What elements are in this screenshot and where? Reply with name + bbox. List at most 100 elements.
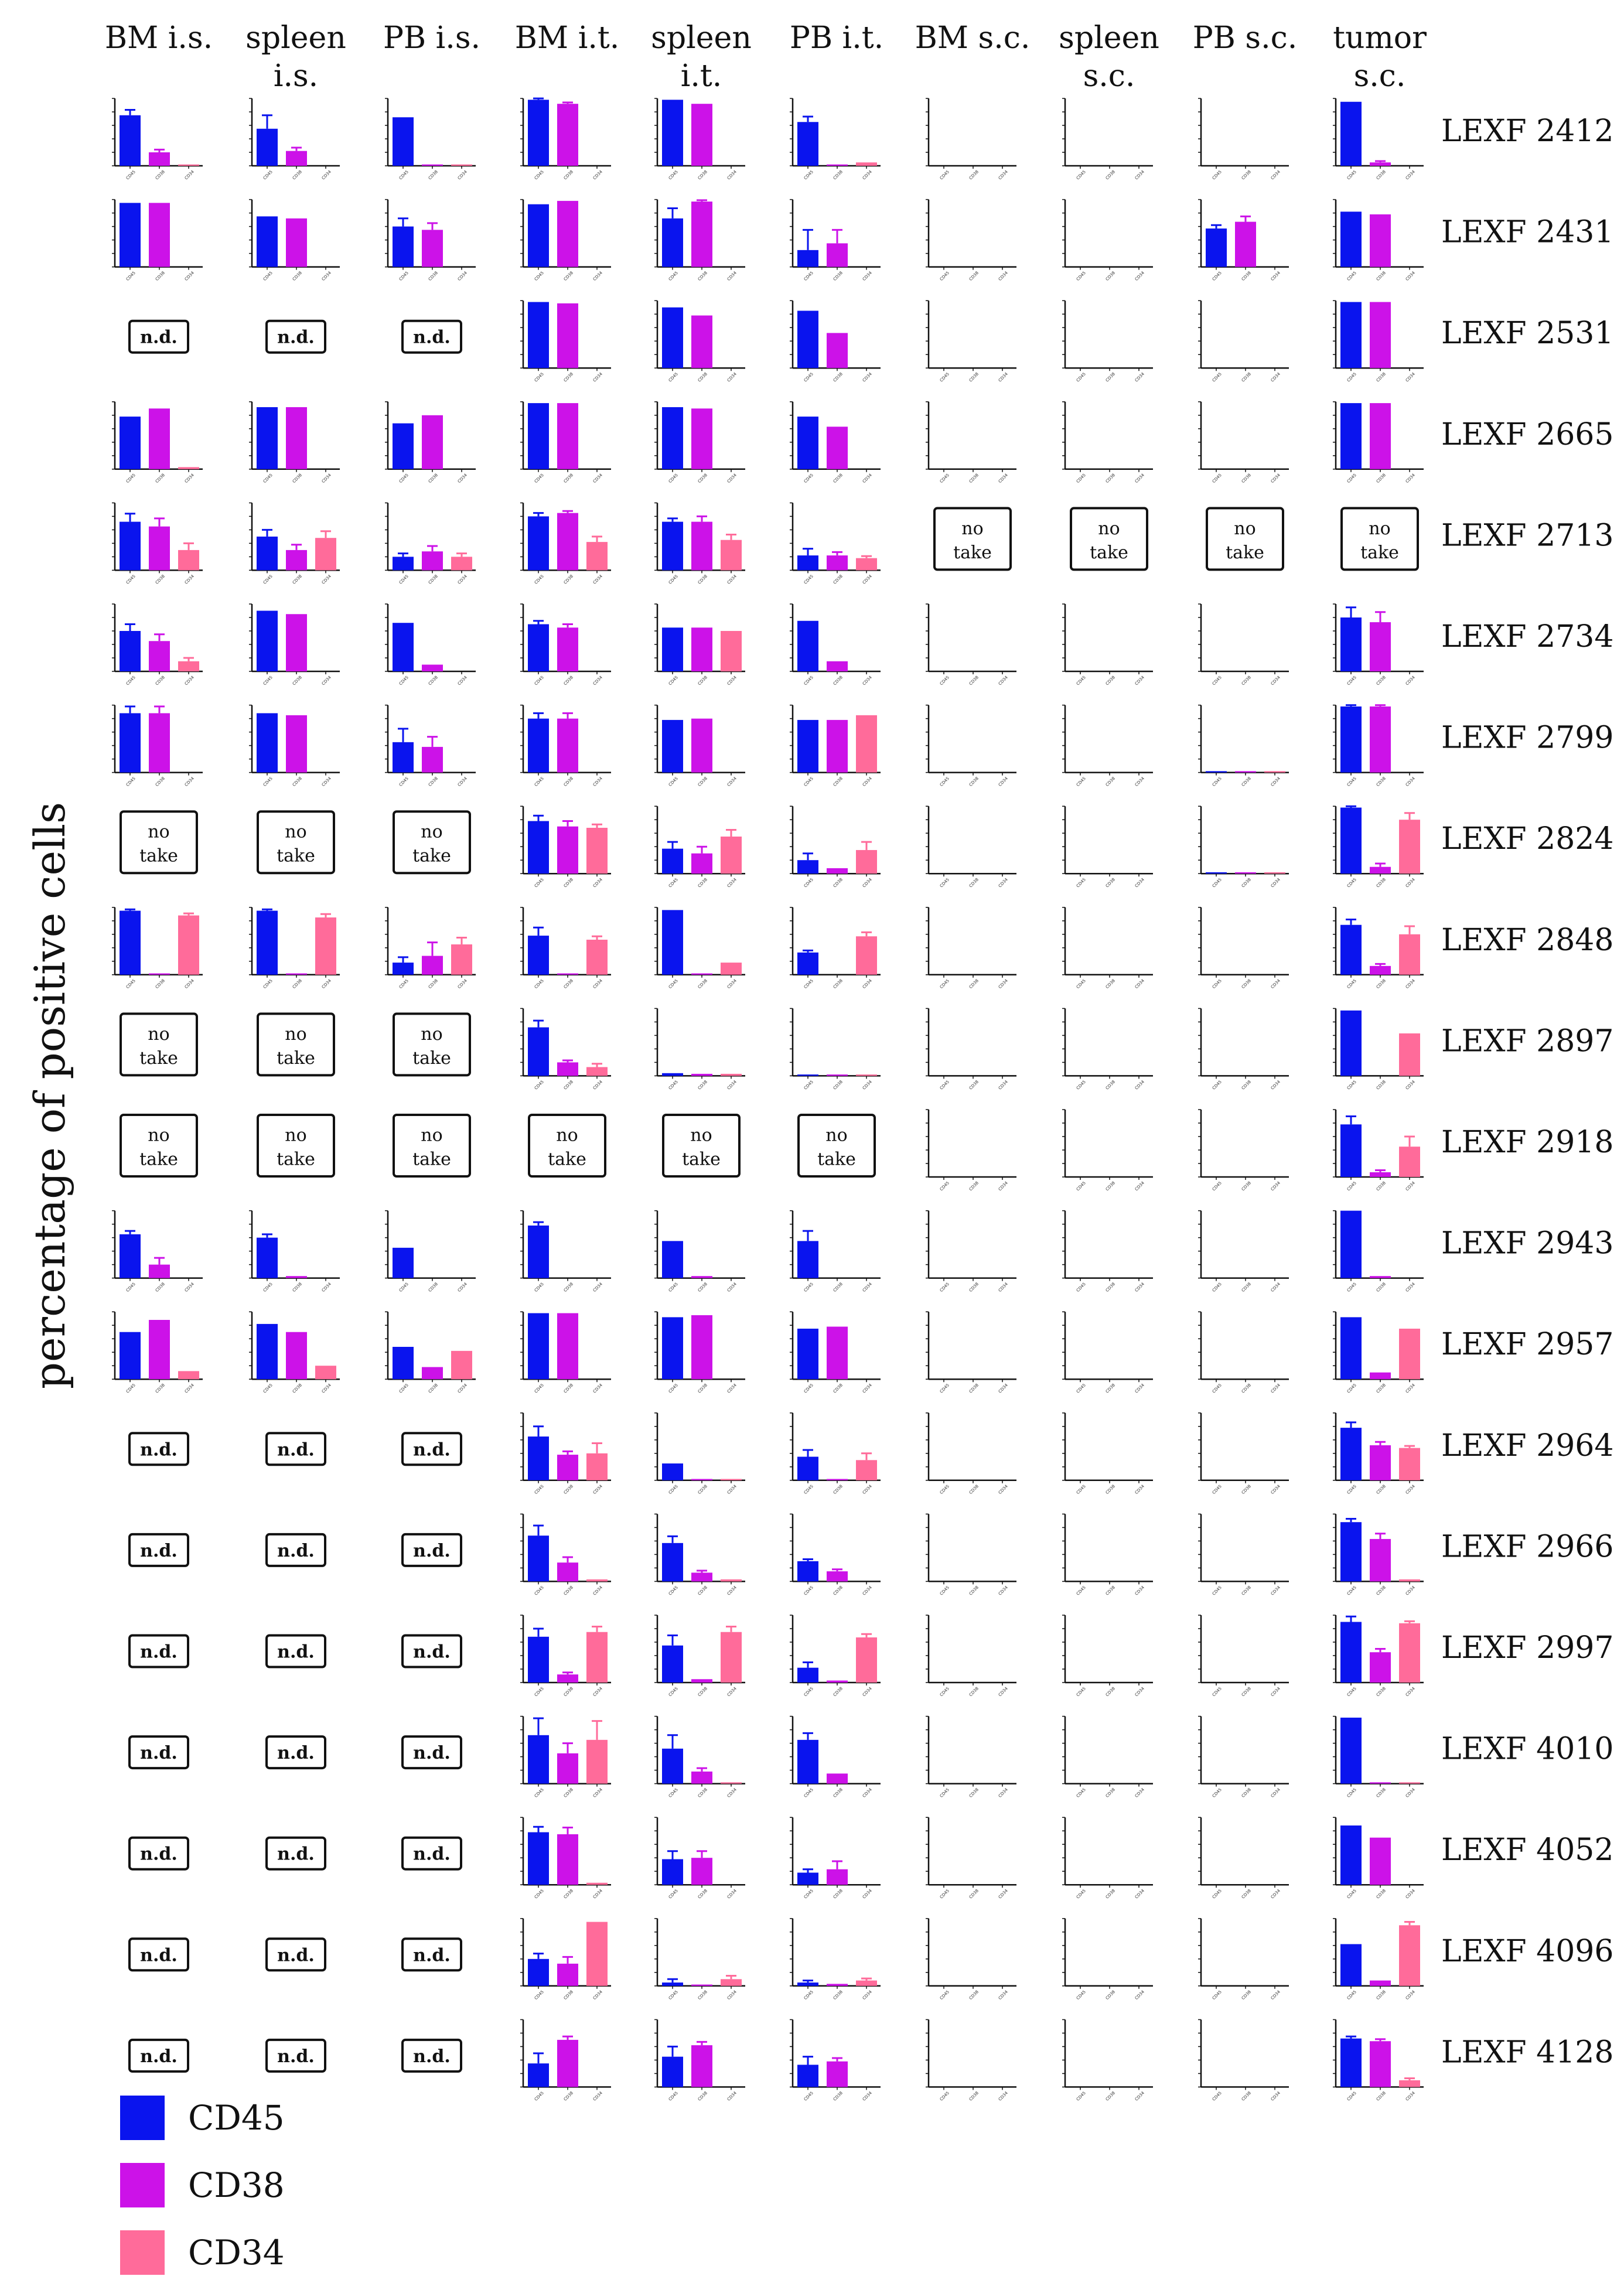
panel-lexf-2964-bm-i-t-bar-cd34 [586, 1453, 608, 1480]
panel-lexf-2431-pb-i-t-x-tick-label-cd38: CD38 [833, 271, 844, 282]
panel-lexf-4052-spleen-i-t-x-tick-label-cd34: CD34 [726, 1888, 738, 1900]
panel-lexf-4128-tumor-s-c-bar-cd34 [1399, 2080, 1420, 2087]
panel-lexf-2964-tumor-s-c-x-tick-label-cd45: CD45 [1346, 1484, 1357, 1495]
panel-lexf-2531-spleen-i-t-bar-cd38 [691, 315, 712, 368]
panel-lexf-2897-spleen-i-t-bar-cd45 [662, 1073, 683, 1076]
panel-lexf-4010-pb-i-t-x-tick-label-cd34: CD34 [862, 1787, 874, 1799]
panel-lexf-2966-spleen-s-c-x-tick-label-cd45: CD45 [1076, 1585, 1087, 1596]
panel-lexf-2918-spleen-i-t-placeholder-text-line2: take [682, 1149, 721, 1170]
panel-lexf-2431-bm-s-c-x-tick-label-cd45: CD45 [939, 271, 950, 282]
panel-lexf-2957-pb-s-c-x-tick-label-cd34: CD34 [1270, 1383, 1282, 1394]
panel-lexf-4096-tumor-s-c-x-tick-label-cd34: CD34 [1405, 1990, 1417, 2001]
panel-lexf-2964-spleen-s-c-x-tick-label-cd38: CD38 [1105, 1484, 1116, 1495]
panel-lexf-2431-spleen-i-s-x-tick-label-cd45: CD45 [262, 271, 274, 282]
y-axis-label: percentage of positive cells [25, 802, 74, 1389]
panel-lexf-2665-spleen-s-c-x-tick-label-cd38: CD38 [1105, 473, 1116, 484]
panel-lexf-2848-bm-s-c-x-tick-label-cd38: CD38 [968, 978, 980, 989]
panel-lexf-2734-bm-i-t-bar-cd38 [557, 627, 578, 671]
panel-lexf-2824-pb-i-t-x-tick-label-cd34: CD34 [862, 877, 874, 889]
panel-lexf-2531-pb-s-c-x-tick-label-cd45: CD45 [1212, 371, 1223, 383]
panel-lexf-2957-bm-i-t-x-tick-label-cd38: CD38 [563, 1383, 574, 1394]
panel-lexf-2531-spleen-i-t-bar-cd45 [662, 307, 683, 368]
panel-lexf-2799-bm-i-t-bar-cd45 [528, 718, 549, 773]
panel-lexf-2799-bm-s-c-x-tick-label-cd38: CD38 [968, 776, 980, 787]
panel-lexf-2799-tumor-s-c-x-tick-label-cd38: CD38 [1376, 776, 1387, 787]
panel-lexf-2431-pb-s-c-x-tick-label-cd34: CD34 [1270, 270, 1282, 282]
panel-lexf-2665-pb-i-s-x-tick-label-cd45: CD45 [398, 473, 410, 484]
panel-lexf-4010-bm-s-c-x-tick-label-cd38: CD38 [968, 1787, 980, 1799]
panel-lexf-2412-spleen-i-s-x-tick-label-cd34: CD34 [321, 169, 333, 181]
panel-lexf-2824-pb-i-t-x-tick-label-cd38: CD38 [833, 877, 844, 888]
panel-lexf-4128-spleen-s-c-x-tick-label-cd45: CD45 [1076, 2091, 1087, 2102]
panel-lexf-4010-spleen-i-t-x-tick-label-cd34: CD34 [726, 1787, 738, 1799]
panel-lexf-2943-pb-i-s-x-tick-label-cd38: CD38 [428, 1282, 439, 1293]
panel-lexf-2897-bm-s-c-x-tick-label-cd34: CD34 [998, 1079, 1009, 1091]
panel-lexf-2897-spleen-i-t-bar-cd38 [691, 1073, 712, 1076]
panel-lexf-4052-tumor-s-c-bar-cd45 [1340, 1825, 1362, 1885]
panel-lexf-2734-spleen-i-s-x-tick-label-cd38: CD38 [292, 675, 303, 686]
panel-lexf-2918-spleen-i-s-placeholder-box [257, 1114, 335, 1178]
panel-lexf-2957-spleen-i-t-x-tick-label-cd38: CD38 [697, 1383, 708, 1394]
panel-lexf-2412-bm-i-s-x-tick-label-cd34: CD34 [184, 169, 196, 181]
panel-lexf-2997-pb-s-c-x-tick-label-cd45: CD45 [1212, 1686, 1223, 1697]
panel-lexf-2824-pb-s-c-x-tick-label-cd45: CD45 [1212, 877, 1223, 888]
panel-lexf-4128-pb-s-c-x-tick-label-cd38: CD38 [1241, 2091, 1252, 2102]
panel-lexf-2412-bm-s-c-x-tick-label-cd45: CD45 [939, 169, 950, 180]
panel-lexf-2665-bm-i-t-x-tick-label-cd38: CD38 [563, 473, 574, 484]
panel-lexf-2964-pb-i-t-x-tick-label-cd45: CD45 [803, 1484, 814, 1495]
legend-item-cd34: CD34 [120, 2229, 285, 2276]
panel-lexf-4052-bm-i-t-x-tick-label-cd34: CD34 [592, 1888, 604, 1900]
row-label-lexf-2431: LEXF 2431 [1441, 215, 1613, 250]
panel-lexf-2997-bm-i-t-bar-cd34 [586, 1632, 608, 1683]
panel-lexf-4010-bm-i-s-placeholder-text: n.d. [140, 1743, 178, 1763]
panel-lexf-2897-pb-i-t-x-tick-label-cd45: CD45 [803, 1080, 814, 1091]
panel-lexf-2824-bm-i-t-x-tick-label-cd34: CD34 [592, 877, 604, 889]
panel-lexf-2665-pb-i-t-bar-cd38 [827, 426, 848, 469]
panel-lexf-2966-pb-i-t-x-tick-label-cd34: CD34 [862, 1585, 874, 1596]
panel-lexf-2531-bm-i-t-x-tick-label-cd45: CD45 [534, 371, 545, 383]
panel-lexf-2431-bm-s-c-x-tick-label-cd38: CD38 [968, 271, 980, 282]
panel-lexf-2957-pb-i-s-x-tick-label-cd34: CD34 [457, 1383, 469, 1394]
panel-lexf-2824-tumor-s-c-x-tick-label-cd34: CD34 [1405, 877, 1417, 889]
panel-lexf-2713-bm-i-s-bar-cd38 [149, 526, 170, 571]
panel-lexf-2734-pb-s-c-x-tick-label-cd34: CD34 [1270, 675, 1282, 687]
panel-lexf-2431-tumor-s-c-bar-cd38 [1370, 214, 1391, 267]
panel-lexf-2412-pb-i-t-x-tick-label-cd38: CD38 [833, 169, 844, 180]
panel-lexf-4010-spleen-s-c-x-tick-label-cd45: CD45 [1076, 1787, 1087, 1799]
panel-lexf-2799-spleen-s-c-x-tick-label-cd38: CD38 [1105, 776, 1116, 787]
panel-lexf-2412-pb-i-t-bar-cd34 [856, 162, 877, 166]
panel-lexf-2848-tumor-s-c-x-tick-label-cd45: CD45 [1346, 978, 1357, 989]
panel-lexf-2918-bm-s-c-x-tick-label-cd38: CD38 [968, 1180, 980, 1192]
panel-lexf-4128-bm-i-t-bar-cd45 [528, 2063, 549, 2087]
panel-lexf-4096-pb-s-c-x-tick-label-cd45: CD45 [1212, 1990, 1223, 2001]
panel-lexf-2799-pb-s-c-bar-cd34 [1264, 771, 1285, 773]
panel-lexf-2431-bm-i-s-bar-cd38 [149, 203, 170, 267]
panel-lexf-4128-bm-i-t-x-tick-label-cd38: CD38 [563, 2091, 574, 2102]
panel-lexf-2997-tumor-s-c-x-tick-label-cd45: CD45 [1346, 1686, 1357, 1697]
panel-lexf-2966-spleen-i-t-bar-cd34 [721, 1579, 742, 1582]
panel-lexf-4128-spleen-i-t-bar-cd38 [691, 2045, 712, 2087]
panel-lexf-2412-spleen-i-s-x-tick-label-cd38: CD38 [292, 169, 303, 180]
panel-lexf-2665-bm-s-c-x-tick-label-cd45: CD45 [939, 473, 950, 484]
panel-lexf-2964-pb-i-s-placeholder-text: n.d. [413, 1439, 451, 1460]
panel-lexf-2957-tumor-s-c-bar-cd34 [1399, 1328, 1420, 1380]
panel-lexf-2997-spleen-s-c-x-tick-label-cd45: CD45 [1076, 1686, 1087, 1697]
row-label-lexf-2824: LEXF 2824 [1441, 821, 1613, 857]
panel-lexf-2957-spleen-i-s-bar-cd38 [286, 1332, 307, 1380]
panel-lexf-2848-pb-s-c-x-tick-label-cd38: CD38 [1241, 978, 1252, 989]
panel-lexf-2734-bm-s-c-x-tick-label-cd45: CD45 [939, 675, 950, 686]
panel-lexf-2713-spleen-i-t-bar-cd38 [691, 521, 712, 571]
panel-lexf-2431-bm-i-t-x-tick-label-cd38: CD38 [563, 271, 574, 282]
panel-lexf-2713-spleen-s-c-placeholder-text-line1: no [1098, 518, 1120, 539]
panel-lexf-2957-bm-s-c-x-tick-label-cd45: CD45 [939, 1383, 950, 1394]
panel-lexf-2431-tumor-s-c-x-tick-label-cd38: CD38 [1376, 271, 1387, 282]
panel-lexf-2957-bm-s-c-x-tick-label-cd34: CD34 [998, 1383, 1009, 1394]
panel-lexf-2966-bm-s-c-x-tick-label-cd34: CD34 [998, 1585, 1009, 1596]
panel-lexf-2734-bm-s-c-x-tick-label-cd38: CD38 [968, 675, 980, 686]
panel-lexf-2966-spleen-i-t-x-tick-label-cd38: CD38 [697, 1585, 708, 1596]
panel-lexf-2897-bm-i-t-x-tick-label-cd38: CD38 [563, 1080, 574, 1091]
panel-lexf-2918-spleen-s-c-x-tick-label-cd45: CD45 [1076, 1180, 1087, 1192]
panel-lexf-2824-spleen-s-c-x-tick-label-cd45: CD45 [1076, 877, 1087, 888]
panel-lexf-2964-spleen-i-s-placeholder-text: n.d. [277, 1439, 315, 1460]
panel-lexf-2848-pb-i-t-x-tick-label-cd45: CD45 [803, 978, 814, 989]
